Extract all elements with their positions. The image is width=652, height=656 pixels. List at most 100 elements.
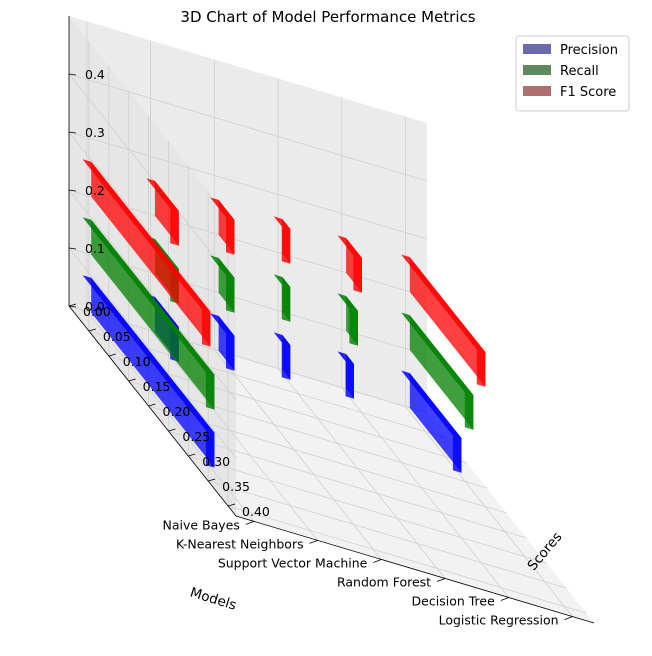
y-tick-label: 0.20 [163, 404, 191, 419]
y-tick-label: 0.15 [143, 379, 171, 394]
legend-label: F1 Score [560, 85, 616, 100]
y-tick [208, 478, 216, 482]
grid-line [208, 480, 567, 589]
y-tick [168, 428, 176, 432]
z-tick-label: 0.4 [85, 67, 105, 82]
x-tick-label: Random Forest [337, 574, 431, 589]
x-tick [373, 559, 382, 563]
bar-front [205, 372, 215, 410]
legend-swatch [523, 86, 551, 96]
x-tick-label: K-Nearest Neighbors [176, 536, 304, 551]
z-tick [68, 131, 77, 134]
grid-line [188, 455, 547, 564]
grid-line [68, 189, 428, 298]
z-tick-label: 0.2 [85, 183, 105, 198]
z-tick-label: 0.0 [85, 299, 105, 314]
bar-precision [337, 351, 354, 399]
x-tick [564, 616, 573, 620]
grid-line [68, 73, 428, 182]
y-tick [108, 353, 116, 357]
bar-recall [337, 293, 358, 346]
legend-label: Recall [560, 64, 599, 79]
bar-front [201, 309, 211, 347]
y-tick-label: 0.35 [222, 479, 250, 494]
bar-side [91, 277, 215, 468]
bar-precision [401, 370, 462, 473]
bar-recall [210, 255, 235, 313]
bar-front [452, 435, 462, 473]
x-tick-label: Support Vector Machine [218, 555, 368, 570]
y-tick [227, 503, 236, 507]
y-tick-label: 0.30 [202, 454, 230, 469]
z-tick-label: 0.3 [85, 125, 105, 140]
grid-line [68, 247, 428, 356]
bar-front [170, 208, 179, 246]
y-tick-label: 0.25 [182, 429, 210, 444]
y-tick [148, 403, 156, 407]
bar-f1-score [210, 197, 235, 255]
legend-swatch [523, 65, 551, 75]
bar-recall [82, 217, 215, 410]
bar-front [226, 217, 235, 255]
bar-f1-score [82, 159, 211, 347]
y-tick [68, 303, 77, 307]
y-tick-label: 0.05 [103, 329, 131, 344]
bars-layer [82, 159, 486, 473]
bar-f1-score [337, 235, 362, 293]
bar-front [281, 226, 291, 264]
x-tick [309, 540, 318, 544]
bar-front [464, 392, 474, 430]
z-tick-label: 0.1 [85, 241, 105, 256]
y-tick-label: 0.40 [242, 504, 270, 519]
z-tick [68, 305, 77, 308]
bar-side [91, 219, 215, 410]
legend-label: Precision [560, 43, 618, 58]
grid-line [68, 305, 428, 414]
y-tick [188, 453, 196, 457]
bar-recall [401, 312, 474, 430]
bar-precision [210, 313, 235, 371]
grid-line [68, 189, 237, 401]
bar-f1-score [273, 216, 291, 264]
bar-front [345, 361, 354, 399]
bar-f1-score [401, 254, 486, 387]
bar-precision [273, 332, 291, 380]
x-tick [436, 578, 446, 582]
bar-front [281, 342, 291, 380]
x-tick-label: Decision Tree [412, 594, 496, 609]
chart-title: 3D Chart of Model Performance Metrics [180, 8, 475, 26]
y-tick [88, 328, 96, 332]
grid-line [68, 73, 237, 285]
grid-line [68, 131, 237, 343]
z-tick [68, 189, 77, 192]
legend-swatch [523, 44, 551, 54]
y-tick-label: 0.00 [83, 304, 111, 319]
x-tick [500, 597, 509, 601]
bar-precision [82, 275, 215, 468]
x-axis-label: Models [188, 585, 238, 614]
bar-front [226, 333, 235, 371]
bar-front [205, 430, 215, 468]
grid-line [227, 505, 587, 614]
bar-recall [273, 274, 291, 322]
z-tick [68, 73, 77, 76]
x-axis-line [235, 515, 595, 624]
x-tick-label: Logistic Regression [439, 613, 559, 628]
bar-front [353, 255, 362, 293]
bar-front [226, 275, 235, 313]
grid-line [68, 131, 428, 240]
bar-front [476, 349, 486, 387]
bar-side [409, 315, 474, 430]
axes-layer: Logistic Regression Decision Tree Random F… [68, 16, 595, 628]
x-tick [245, 520, 255, 525]
bar-front [281, 284, 291, 322]
legend: Precision Recall F1 Score [515, 35, 630, 112]
bar-side [91, 161, 211, 347]
grid-line [68, 247, 237, 459]
bar-front [349, 308, 358, 346]
bar-side [409, 257, 486, 387]
y-tick [128, 378, 136, 382]
bar-side [409, 373, 462, 473]
z-tick [68, 247, 77, 250]
